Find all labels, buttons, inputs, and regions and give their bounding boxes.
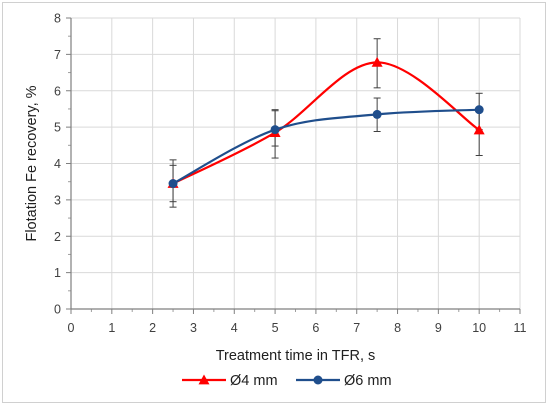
y-axis-label: Flotation Fe recovery, % (24, 85, 40, 241)
data-point-s0-2 (371, 56, 383, 67)
y-tick-label-2: 2 (54, 230, 61, 244)
x-tick-label-0: 0 (68, 321, 75, 335)
series-markers (167, 56, 485, 189)
x-tick-label-5: 5 (272, 321, 279, 335)
chart-frame (2, 2, 546, 403)
x-tick-label-9: 9 (435, 321, 442, 335)
y-tick-label-3: 3 (54, 193, 61, 207)
data-point-s1-2 (372, 109, 382, 119)
y-tick-label-7: 7 (54, 48, 61, 62)
y-tick-label-0: 0 (54, 303, 61, 317)
series-line-s0 (172, 61, 480, 185)
x-tick-label-6: 6 (312, 321, 319, 335)
legend: Ø4 mm Ø6 mm (182, 373, 392, 389)
y-tick-label-4: 4 (54, 157, 61, 171)
x-tick-label-1: 1 (108, 321, 115, 335)
legend-marker-shape-s1 (313, 375, 323, 385)
axes: 0 1 2 3 4 5 6 7 8 9 10 11 0 1 2 3 4 5 6 7 8 (54, 12, 526, 336)
series-lines (172, 61, 480, 185)
x-tick-label-7: 7 (353, 321, 360, 335)
x-axis-label: Treatment time in TFR, s (216, 348, 376, 364)
grid (71, 17, 521, 309)
x-tick-label-4: 4 (231, 321, 238, 335)
data-point-s1-3 (474, 105, 484, 115)
x-tick-label-10: 10 (472, 321, 486, 335)
x-tick-label-3: 3 (190, 321, 197, 335)
legend-marker-s1 (313, 375, 323, 385)
y-tick-label-6: 6 (54, 84, 61, 98)
y-tick-label-8: 8 (54, 12, 61, 26)
error-bars (169, 38, 483, 208)
x-tick-label-11: 11 (514, 321, 527, 335)
legend-marker-shape-s0 (198, 374, 210, 385)
legend-label-s1: Ø6 mm (344, 373, 392, 389)
legend-label-s0: Ø4 mm (230, 373, 278, 389)
y-tick-label-5: 5 (54, 121, 61, 135)
legend-marker-s0 (198, 374, 210, 385)
data-point-s1-0 (168, 179, 178, 189)
y-tick-label-1: 1 (54, 266, 61, 280)
x-tick-label-2: 2 (149, 321, 156, 335)
series-line-s1 (172, 108, 480, 185)
x-tick-label-8: 8 (394, 321, 401, 335)
data-point-s1-1 (270, 125, 280, 135)
data-point-s0-3 (473, 124, 485, 135)
